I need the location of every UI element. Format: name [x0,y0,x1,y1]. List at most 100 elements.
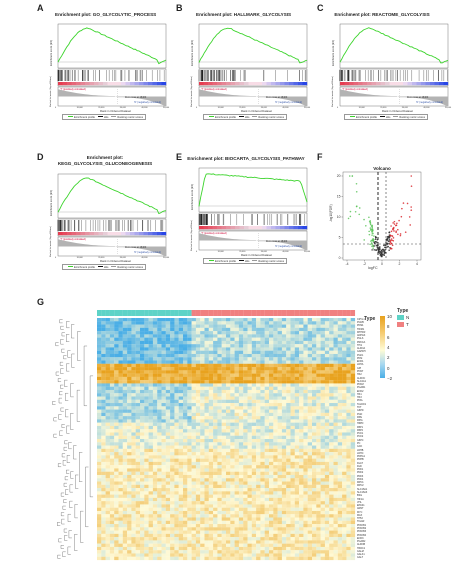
heatmap-cell [251,344,257,348]
heatmap-cell [140,334,145,338]
heatmap-cell [101,380,106,384]
heatmap-cell [217,318,222,322]
heatmap-cell [114,357,119,361]
heatmap-cell [165,409,171,413]
heatmap-cell [183,524,188,528]
heatmap-cell [191,363,196,368]
heatmap-cell [191,484,196,489]
heatmap-cell [97,360,102,364]
heatmap-cell [316,419,321,423]
heatmap-cell [152,504,158,508]
heatmap-cell [243,344,248,348]
heatmap-cell [109,350,115,355]
heatmap-cell [299,412,304,417]
heatmap-cell [152,416,158,420]
heatmap-cell [200,448,205,453]
heatmap-cell [312,367,317,371]
heatmap-cell [131,484,136,489]
heatmap-cell [114,331,119,335]
heatmap-cell [221,448,227,453]
gsea-xtick: 10,000 [76,106,83,109]
heatmap-cell [195,533,201,538]
heatmap-cell [135,468,141,472]
heatmap-cell [101,412,106,417]
heatmap-cell [101,484,106,489]
heatmap-cell [350,445,356,449]
heatmap-cell [303,380,308,384]
heatmap-cell [243,383,248,387]
heatmap-cell [161,318,166,322]
heatmap-cell [286,425,291,430]
volcano-point-ns [373,245,376,247]
heatmap-cell [152,520,158,525]
heatmap-cell [281,439,287,443]
heatmap-cell [320,517,325,521]
heatmap-cell [161,461,166,466]
heatmap-cell [307,488,313,492]
zero-cross-text: Zero cross at 18400 [265,239,288,243]
heatmap-cell [256,517,261,521]
volcano-point-ns [378,246,381,249]
heatmap-cell [256,448,261,453]
volcano-point-down [363,239,366,241]
heatmap-cell [157,455,162,459]
heatmap-cell [140,363,145,368]
heatmap-cell [135,452,141,456]
heatmap-cell [251,507,257,512]
heatmap-cell [217,497,222,502]
heatmap-cell [148,458,153,462]
heatmap-cell [204,432,209,436]
heatmap-cell [299,474,304,479]
heatmap-cell [148,491,153,495]
heatmap-cell [131,432,136,436]
heatmap-cell [217,386,222,391]
heatmap-cell [165,504,171,508]
heatmap-cell [320,484,325,489]
heatmap-cell [213,403,218,407]
heatmap-cell [217,393,222,397]
heatmap-cell [290,435,295,440]
heatmap-cell [303,393,308,397]
heatmap-cell [200,524,205,528]
heatmap-cell [307,393,313,397]
heatmap-cell [144,357,149,361]
heatmap-cell [226,497,231,502]
heatmap-cell [273,337,278,341]
heatmap-cell [178,396,184,400]
heatmap-cell [122,517,128,521]
volcano-point-ns [376,246,379,249]
heatmap-cell [200,491,205,495]
heatmap-cell [243,324,248,328]
heatmap-cell [97,524,102,528]
heatmap-cell [294,533,300,538]
heatmap-cell [204,357,209,361]
heatmap-cell [204,533,209,538]
heatmap-cell [170,344,175,348]
heatmap-cell [324,389,330,394]
heatmap-cell [144,478,149,482]
heatmap-cell [170,386,175,391]
volcano-point-down [370,229,372,231]
ranking-color-segment [253,82,258,86]
heatmap-cell [230,419,235,423]
heatmap-cell [316,386,321,391]
heatmap-cell [346,458,351,462]
heatmap-cell [247,494,252,498]
heatmap-cell [342,461,347,466]
heatmap-cell [109,380,115,384]
heatmap-cell [342,488,347,492]
heatmap-cell [178,537,184,541]
ranking-metric-area [340,89,448,107]
heatmap-cell [148,527,153,531]
heatmap-cell [217,389,222,394]
heatmap-cell [286,494,291,498]
heatmap-cell [337,452,343,456]
heatmap-cell [161,353,166,358]
gsea-legend: Enrichment profile Hits Ranking metric sco… [62,264,147,270]
ranking-metric-area [58,89,166,107]
heatmap-cell [342,393,347,397]
heatmap-cell [127,497,132,502]
heatmap-cell [307,353,313,358]
heatmap-cell [101,432,106,436]
heatmap-cell [307,439,313,443]
